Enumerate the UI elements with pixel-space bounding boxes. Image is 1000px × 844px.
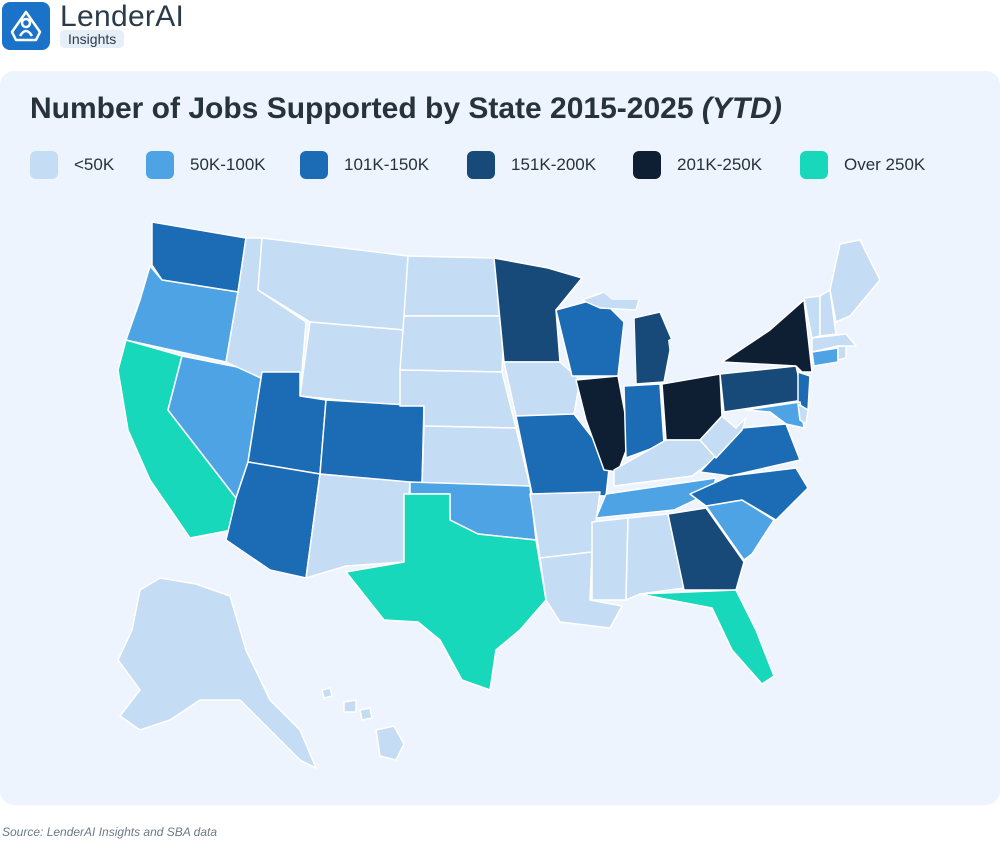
logo-person-icon (10, 10, 42, 42)
state-WV[interactable] (699, 415, 747, 459)
state-FL[interactable] (639, 589, 775, 685)
state-AR[interactable] (529, 491, 601, 559)
state-GA[interactable] (667, 507, 745, 591)
state-NM[interactable] (305, 473, 411, 579)
legend-swatch (467, 151, 495, 179)
state-CO[interactable] (319, 399, 425, 485)
chart-title-main: Number of Jobs Supported by State 2015-2… (30, 92, 694, 125)
legend-label: Over 250K (844, 155, 926, 174)
legend-swatch (800, 151, 828, 179)
brand-name: LenderAI (60, 0, 185, 33)
state-AK[interactable] (117, 577, 317, 769)
legend-label: 101K-150K (344, 155, 430, 174)
state-NC[interactable] (689, 467, 809, 521)
state-WY[interactable] (299, 321, 405, 407)
great-lakes (600, 280, 694, 372)
legend-swatch (30, 151, 58, 179)
state-MO[interactable] (515, 413, 611, 497)
state-SD[interactable] (399, 315, 505, 373)
state-KS[interactable] (421, 425, 531, 487)
state-NH[interactable] (819, 289, 837, 337)
legend-item: 101K-150K (300, 151, 429, 179)
legend-swatch (633, 151, 661, 179)
logo (2, 2, 50, 50)
state-ME[interactable] (829, 239, 881, 323)
state-WI[interactable] (555, 297, 625, 377)
state-HI[interactable] (375, 725, 405, 761)
legend-item: Over 250K (800, 151, 925, 179)
state-MA[interactable] (811, 333, 857, 353)
legend-swatch (300, 151, 328, 179)
state-RI[interactable] (837, 345, 847, 361)
state-NY[interactable] (721, 299, 813, 373)
legend: <50K 50K-100K 101K-150K 151K-200K 201K-2… (30, 151, 990, 181)
legend-item: 50K-100K (146, 151, 266, 179)
state-TN[interactable] (595, 477, 717, 519)
state-AL[interactable] (625, 513, 685, 601)
state-CT[interactable] (811, 347, 839, 367)
state-TX[interactable] (345, 493, 547, 691)
legend-label: <50K (74, 155, 115, 174)
legend-label: 201K-250K (677, 155, 763, 174)
legend-swatch (146, 151, 174, 179)
legend-label: 50K-100K (190, 155, 266, 174)
state-MI[interactable] (633, 311, 673, 385)
state-MS[interactable] (591, 517, 629, 601)
legend-item: 151K-200K (467, 151, 596, 179)
legend-item: <50K (30, 151, 114, 179)
chart-title-suffix: (YTD) (701, 92, 782, 125)
state-ND[interactable] (403, 255, 505, 317)
us-map (117, 221, 881, 769)
brand-tag: Insights (60, 30, 125, 48)
header: LenderAI Insights (0, 0, 300, 56)
state-HI-islands[interactable] (321, 687, 373, 721)
legend-label: 151K-200K (511, 155, 597, 174)
legend-item: 201K-250K (633, 151, 762, 179)
state-IA[interactable] (503, 361, 581, 417)
state-MD[interactable] (745, 401, 805, 429)
source-note: Source: LenderAI Insights and SBA data (2, 825, 218, 839)
chart-title: Number of Jobs Supported by State 2015-2… (30, 92, 782, 126)
state-DE[interactable] (797, 403, 809, 425)
